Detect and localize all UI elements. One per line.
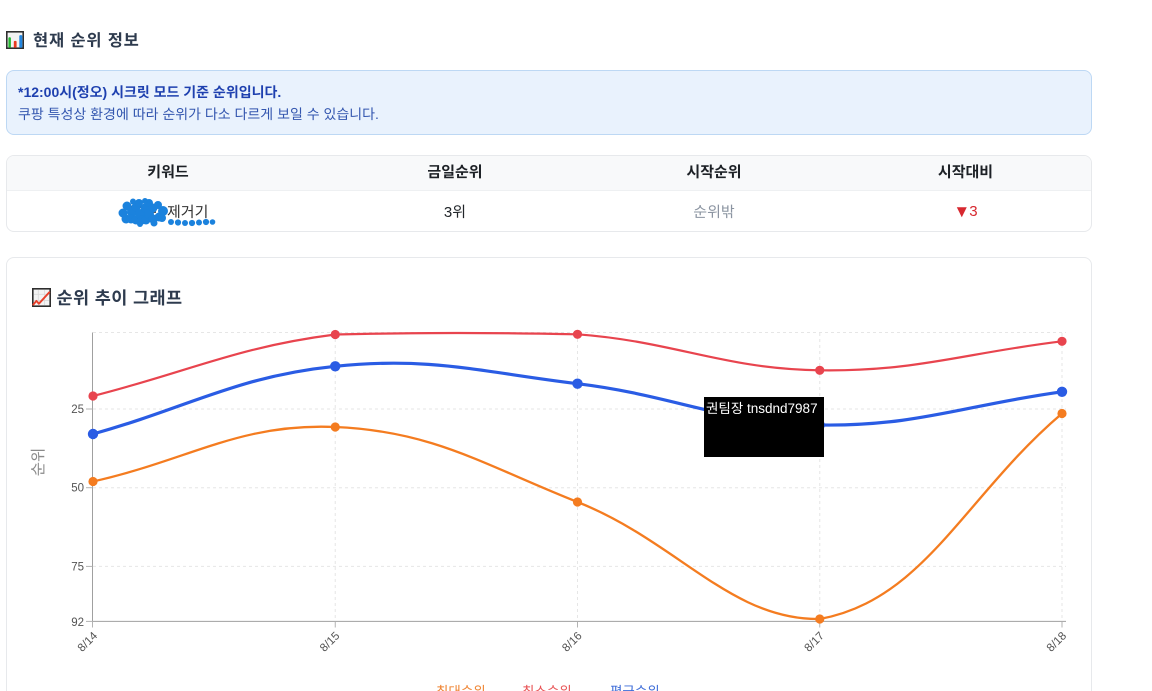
svg-text:8/14: 8/14 <box>76 630 101 655</box>
svg-text:8/17: 8/17 <box>803 630 827 654</box>
svg-text:92: 92 <box>71 617 84 629</box>
svg-text:권팀장 tnsdnd7987: 권팀장 tnsdnd7987 <box>706 401 818 416</box>
svg-text:순위: 순위 <box>31 448 48 477</box>
svg-text:최소순위: 최소순위 <box>522 684 572 691</box>
svg-text:평균순위: 평균순위 <box>610 684 660 691</box>
svg-text:8/16: 8/16 <box>560 630 584 654</box>
svg-text:최대순위: 최대순위 <box>436 684 486 691</box>
svg-text:75: 75 <box>71 561 84 573</box>
svg-text:제거기: 제거기 <box>167 204 208 221</box>
svg-text:8/15: 8/15 <box>318 630 342 654</box>
svg-text:50: 50 <box>71 483 84 495</box>
svg-text:25: 25 <box>71 404 84 416</box>
svg-text:8/18: 8/18 <box>1045 630 1069 654</box>
